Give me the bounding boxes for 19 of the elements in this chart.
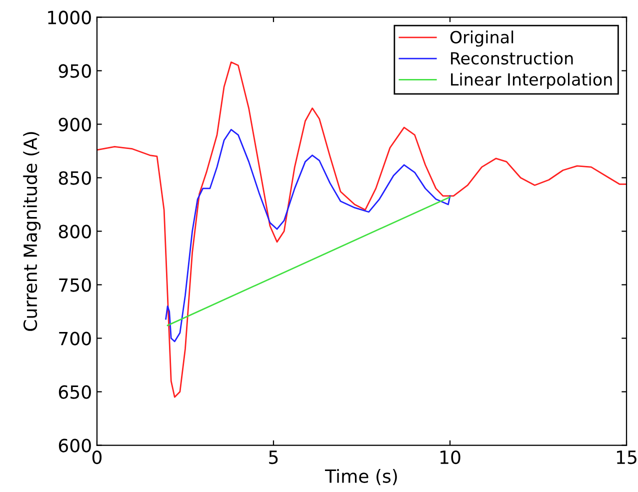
y-tick-label: 700 (59, 332, 91, 346)
y-tick-label: 900 (58, 118, 91, 132)
y-axis-title: Current Magnitude (A) (23, 132, 41, 331)
y-tick-label: 850 (58, 171, 91, 185)
x-tick-label: 15 (617, 450, 636, 464)
y-tick-label: 600 (58, 438, 91, 452)
y-tick-label: 950 (58, 64, 91, 78)
x-tick-label: 0 (92, 450, 102, 464)
legend-label: Linear Interpolation (451, 72, 612, 89)
y-tick-label: 800 (58, 224, 91, 238)
x-tick-label: 10 (440, 450, 460, 464)
y-tick-label: 1000 (48, 10, 91, 24)
x-tick-label: 5 (269, 450, 278, 464)
y-tick-label: 750 (59, 278, 91, 292)
legend-label: Reconstruction (451, 52, 573, 65)
y-tick-label: 650 (58, 385, 91, 399)
line-series (165, 128, 451, 342)
legend-label: Original (450, 30, 514, 47)
x-axis-title: Time (s) (324, 468, 397, 486)
